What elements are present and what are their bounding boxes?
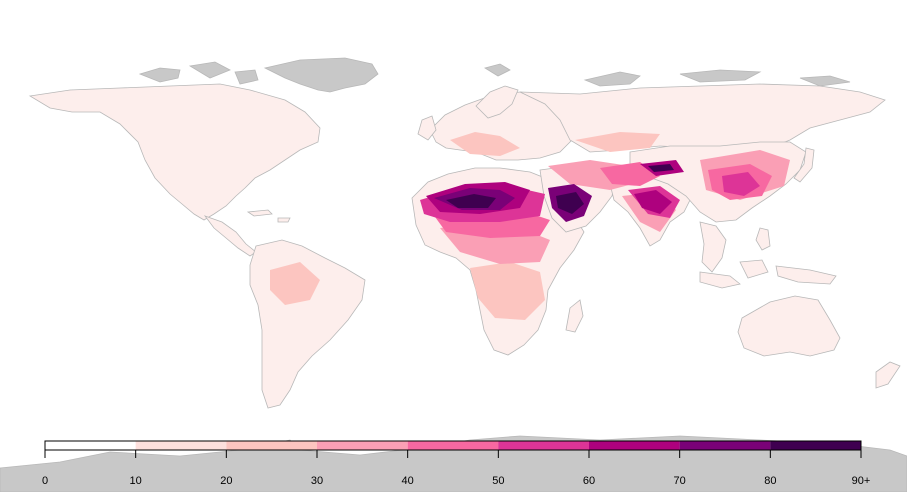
scandinavia [475,85,519,119]
legend-tick-label-4: 40 [402,475,414,487]
north-america [28,83,321,221]
value-band-20-30 [270,132,660,320]
band-20-30-africa [470,262,545,320]
legend-swatch-3 [317,441,408,450]
south-america [249,239,366,409]
central-america [203,215,257,257]
caribbean-islands [246,209,291,223]
band-60-70-pakistan-india [634,190,672,214]
greenland [263,57,379,93]
legend-tick-label-8: 80 [764,475,776,487]
legend-swatch-7 [679,441,771,450]
value-band-80-90 [446,164,674,214]
australia [737,295,841,357]
philippines [755,227,771,251]
legend-swatch-5 [498,441,589,450]
russia-asia [519,83,886,153]
legend-swatch-1 [135,441,227,450]
band-40-50-central-asia [600,162,660,186]
uk-ireland [417,115,437,141]
new-zealand [875,361,901,389]
legend-tick-label-6: 60 [583,475,595,487]
legend-swatch-8 [770,441,861,450]
band-20-30-central-asia [575,132,660,152]
legend-tick-label-5: 50 [492,475,504,487]
southeast-asia [699,221,727,273]
legend-swatch-2 [226,441,317,450]
legend-swatch-4 [407,441,499,450]
color-legend: 0 10 20 30 40 50 60 70 80 90+ [42,440,870,487]
legend-tick-label-1: 10 [130,475,142,487]
svalbard [483,63,511,77]
legend-tick-label-9: 90+ [852,475,871,487]
arctic-russia-islands [583,69,851,87]
legend-swatch-6 [589,441,680,450]
band-80-90-sahara [446,194,496,208]
band-50-60-china [722,172,760,196]
band-20-30-southamerica [270,262,320,305]
legend-tick-label-3: 30 [311,475,323,487]
legend-swatches [45,441,861,450]
band-20-30-europe [450,132,520,156]
arctic-islands-west [138,61,259,85]
indonesia [699,259,837,289]
legend-ticks: 0 10 20 30 40 50 60 70 80 90+ [42,450,870,487]
band-80-90-arabia [556,192,584,214]
legend-tick-label-2: 20 [220,475,232,487]
japan [793,147,815,183]
legend-tick-label-0: 0 [42,475,48,487]
legend-tick-label-7: 70 [674,475,686,487]
legend-swatch-0 [45,441,136,450]
band-80-90-taklamakan [648,164,674,172]
madagascar [565,299,584,333]
